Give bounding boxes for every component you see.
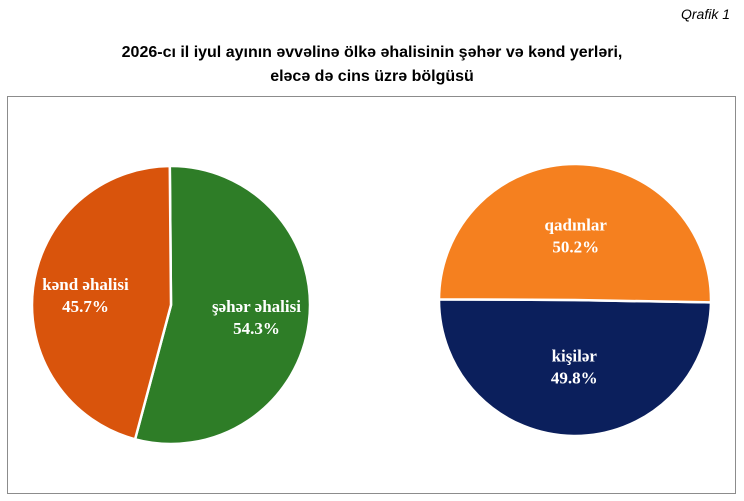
slice-value-0-0: 54.3% (233, 319, 280, 338)
figure-label: Qrafik 1 (680, 6, 730, 22)
slice-label-1-1: qadınlar (545, 216, 608, 235)
chart-title-line-2: eləcə də cins üzrə bölgüsü (270, 68, 474, 85)
pie-slice-0-0 (133, 164, 312, 446)
slice-value-1-0: 49.8% (551, 368, 598, 387)
pie-slice-0-1 (30, 164, 173, 441)
slice-label-1-0: kişilər (552, 346, 598, 365)
slice-value-1-1: 50.2% (552, 238, 599, 257)
slice-label-0-1: kənd əhalisi (42, 275, 129, 294)
slice-value-0-1: 45.7% (62, 297, 109, 316)
chart-title-line-1: 2026-cı il iyul ayının əvvəlinə ölkə əha… (121, 44, 623, 61)
slice-label-0-0: şəhər əhalisi (212, 297, 301, 316)
pie-slice-1-0 (437, 298, 713, 438)
pie-slice-1-1 (437, 162, 713, 304)
